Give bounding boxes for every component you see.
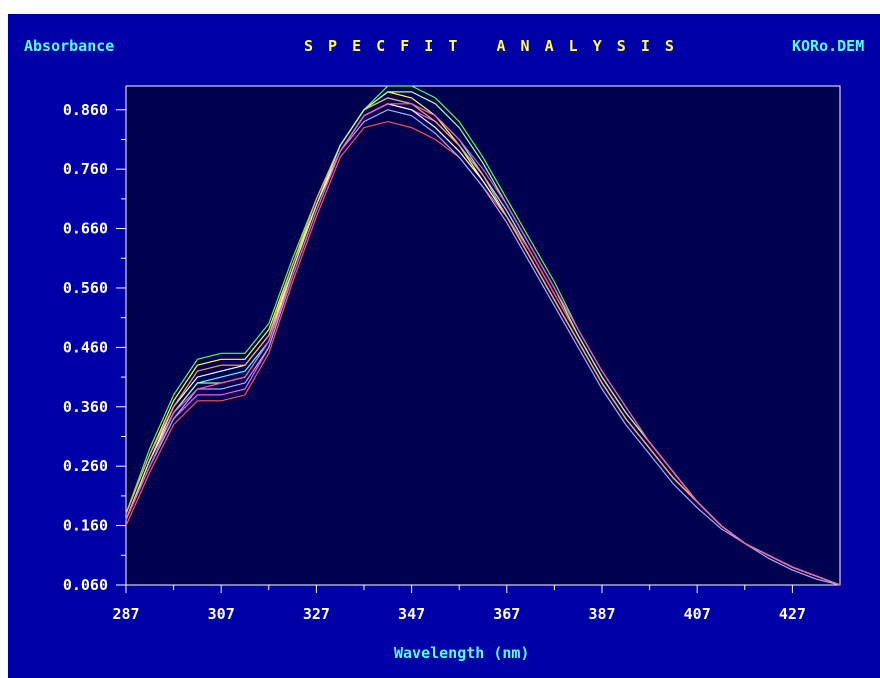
x-tick-label: 307 — [208, 605, 235, 623]
series-layer — [125, 85, 841, 586]
y-tick-label: 0.760 — [63, 160, 108, 178]
x-tick-label: 367 — [493, 605, 520, 623]
y-tick-label: 0.260 — [63, 457, 108, 475]
x-tick-label: 427 — [779, 605, 806, 623]
x-tick-label: 327 — [303, 605, 330, 623]
dataset-file-label: KORo.DEM — [792, 37, 865, 55]
x-tick-label: 347 — [398, 605, 425, 623]
y-tick-label: 0.460 — [63, 338, 108, 356]
y-tick-label: 0.560 — [63, 279, 108, 297]
series-line-10 — [125, 103, 841, 586]
y-tick-label: 0.060 — [63, 576, 108, 594]
spectra-chart: 287 307 327 347 367 387 407 427 0.060 0.160 0.260 0… — [63, 85, 841, 623]
x-tick-label: 407 — [684, 605, 711, 623]
x-tick-label: 287 — [112, 605, 139, 623]
y-tick-label: 0.360 — [63, 398, 108, 416]
y-tick-label: 0.660 — [63, 220, 108, 238]
y-tick-label: 0.860 — [63, 101, 108, 119]
chart-title: S P E C F I T A N A L Y S I S — [304, 37, 677, 55]
y-tick-label: 0.160 — [63, 517, 108, 535]
plot-area — [125, 85, 841, 586]
specfit-screen: Absorbance S P E C F I T A N A L Y S I S… — [8, 14, 880, 678]
axes: 287 307 327 347 367 387 407 427 0.060 0.160 0.260 0… — [63, 101, 806, 623]
y-axis-title: Absorbance — [24, 37, 115, 55]
series-line-7 — [125, 109, 841, 586]
x-tick-label: 387 — [588, 605, 615, 623]
x-axis-title: Wavelength (nm) — [394, 644, 530, 662]
